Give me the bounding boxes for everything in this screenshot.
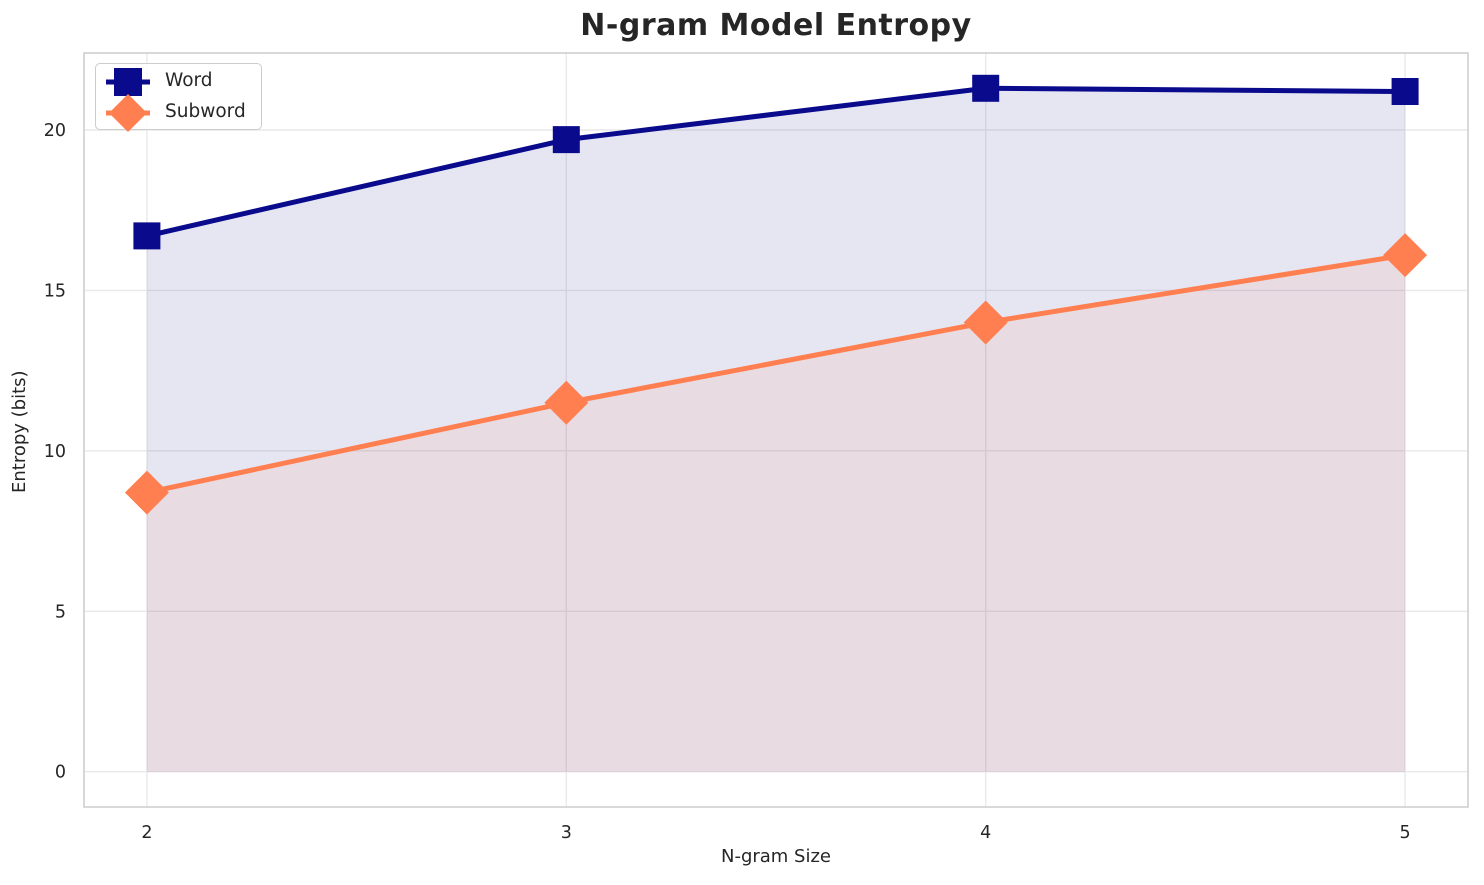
legend-item-subword: Subword	[104, 93, 251, 132]
marker-square-word	[972, 74, 1000, 102]
marker-diamond-subword	[124, 470, 169, 515]
y-axis-label: Entropy (bits)	[9, 370, 30, 493]
legend-marker-diamond-icon	[106, 93, 150, 132]
x-axis-label: N-gram Size	[720, 846, 832, 867]
x-tick-label: 4	[980, 823, 991, 843]
legend-label: Word	[165, 70, 213, 92]
legend-label: Subword	[165, 101, 246, 123]
legend: Word Subword	[95, 63, 262, 132]
y-tick-label: 10	[44, 442, 66, 462]
x-tick-label: 5	[1400, 823, 1411, 843]
y-tick-label: 15	[44, 281, 66, 301]
chart-title: N-gram Model Entropy	[580, 8, 972, 43]
line-subword	[146, 252, 1406, 496]
y-tick-label: 5	[55, 602, 66, 622]
legend-item-word: Word	[104, 66, 251, 97]
legend-marker-square-icon	[106, 67, 150, 96]
marker-diamond-subword	[1383, 233, 1428, 278]
marker-square-word	[133, 222, 161, 250]
x-tick-label: 3	[561, 823, 572, 843]
area-fill-word	[146, 88, 1406, 772]
y-tick-label: 0	[55, 763, 66, 783]
y-tick-label: 20	[44, 121, 66, 141]
line-word	[146, 85, 1406, 239]
x-tick-label: 2	[141, 823, 152, 843]
marker-square-word	[552, 126, 580, 154]
marker-square-word	[1391, 78, 1419, 106]
plot-border	[83, 52, 1469, 808]
marker-diamond-subword	[544, 380, 589, 425]
area-fill-subword	[146, 255, 1406, 772]
marker-diamond-subword	[963, 300, 1008, 345]
